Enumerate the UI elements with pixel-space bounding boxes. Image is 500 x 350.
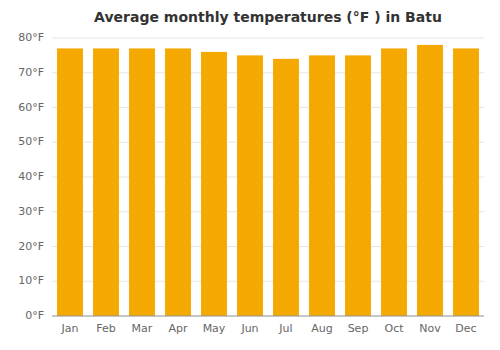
x-tick-label: Apr	[168, 322, 188, 335]
x-tick-label: Jun	[240, 322, 258, 335]
grid-line	[52, 316, 484, 317]
bar	[417, 45, 443, 316]
chart: 0°F 10°F 20°F 30°F 40°F 50°F 60°F 70°F 80°F Jan Fe…	[0, 0, 500, 350]
bar	[165, 48, 191, 316]
x-tick-label: Mar	[132, 322, 153, 335]
bar	[237, 55, 263, 316]
bar	[309, 55, 335, 316]
x-tick-label: Jul	[278, 322, 292, 335]
x-tick-label: Nov	[419, 322, 441, 335]
y-tick-label: 50°F	[18, 135, 44, 148]
bar	[129, 48, 155, 316]
bars	[57, 45, 479, 316]
y-tick-label: 60°F	[18, 101, 44, 114]
x-tick-label: Sep	[348, 322, 369, 335]
grid	[52, 38, 484, 316]
bar	[381, 48, 407, 316]
y-tick-label: 70°F	[18, 66, 44, 79]
x-tick-label: Jan	[61, 322, 79, 335]
y-tick-label: 10°F	[18, 274, 44, 287]
y-axis: 0°F 10°F 20°F 30°F 40°F 50°F 60°F 70°F 80°F	[18, 31, 44, 322]
bar	[453, 48, 479, 316]
bar	[273, 59, 299, 316]
y-tick-label: 80°F	[18, 31, 44, 44]
bar	[93, 48, 119, 316]
x-tick-label: Aug	[311, 322, 332, 335]
page: {"chart_data": {"type": "bar", "title": …	[0, 0, 500, 350]
x-axis-line	[52, 316, 484, 317]
bar	[201, 52, 227, 316]
title: Average monthly temperatures (°F ) in Ba…	[94, 9, 442, 25]
x-tick-label: Dec	[455, 322, 476, 335]
y-tick-label: 40°F	[18, 170, 44, 183]
bar	[345, 55, 371, 316]
x-tick-label: May	[203, 322, 226, 335]
y-tick-label: 30°F	[18, 205, 44, 218]
y-tick-label: 20°F	[18, 240, 44, 253]
grid-line	[52, 38, 484, 39]
bar	[57, 48, 83, 316]
x-tick-label: Feb	[96, 322, 115, 335]
y-tick-label: 0°F	[25, 309, 44, 322]
chart-container: 0°F 10°F 20°F 30°F 40°F 50°F 60°F 70°F 80°F Jan Fe…	[0, 0, 500, 350]
x-axis: Jan Feb Mar Apr May Jun Jul Aug Sep Oct Nov Dec	[52, 316, 484, 335]
x-tick-label: Oct	[384, 322, 404, 335]
